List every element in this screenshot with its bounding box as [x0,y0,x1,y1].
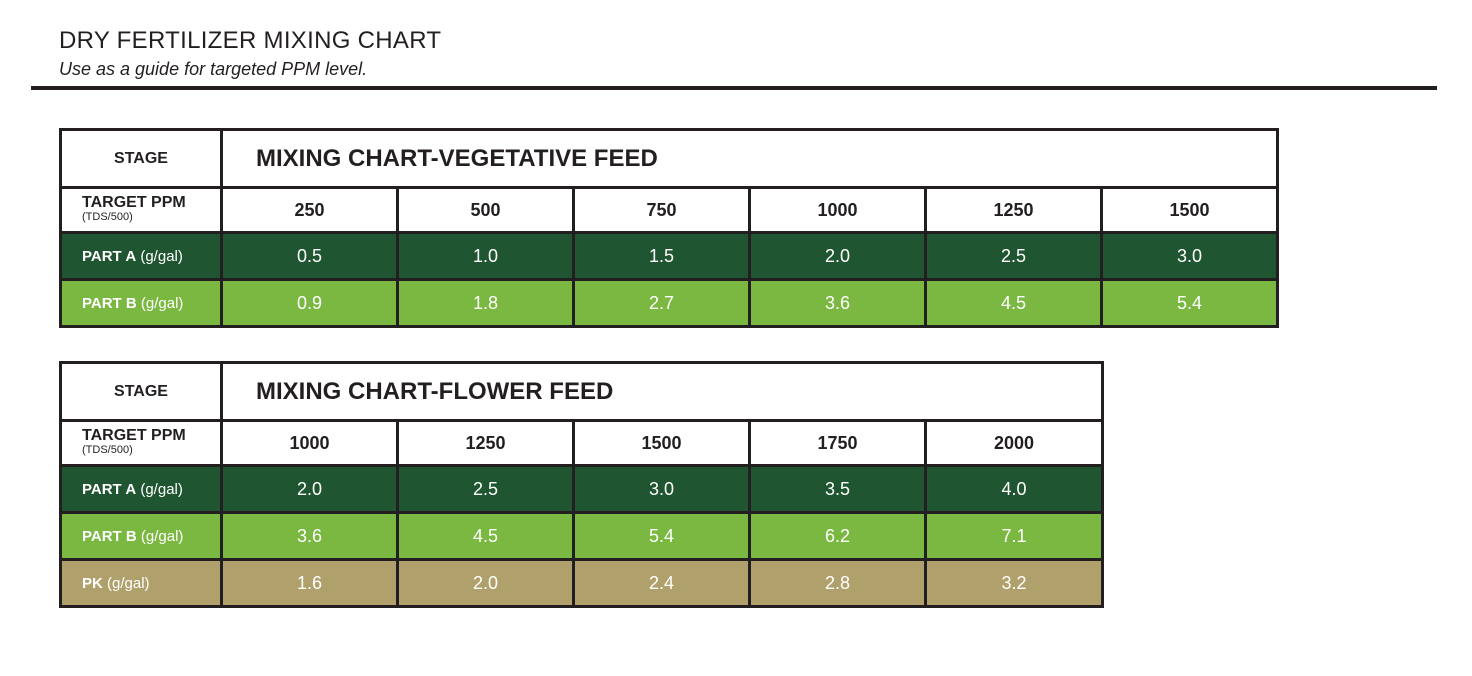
row-label-name: PART B [82,294,137,312]
ppm-value-cell: 750 [572,186,751,234]
row-label-name: PART A [82,247,137,265]
value-cell: 3.2 [923,558,1105,608]
vegetative-feed-table: STAGE MIXING CHART-VEGETATIVE FEED TARGE… [59,128,1279,328]
value-cell: 4.0 [923,464,1105,514]
value-cell: 2.4 [572,558,751,608]
part-a-row: PART A (g/gal) 0.5 1.0 1.5 2.0 2.5 3.0 [59,231,1279,281]
value-cell: 2.8 [748,558,927,608]
stage-label: STAGE [59,361,223,422]
ppm-value-cell: 1500 [1100,186,1279,234]
vegetative-chart-title: MIXING CHART-VEGETATIVE FEED [220,128,1279,189]
header-divider [31,86,1437,90]
value-cell: 7.1 [923,511,1105,561]
value-cell: 5.4 [572,511,751,561]
value-cell: 3.0 [572,464,751,514]
target-ppm-text: TARGET PPM [82,427,186,444]
target-ppm-text: TARGET PPM [82,194,186,211]
row-label-name: PK [82,574,103,592]
row-label: PART A (g/gal) [59,231,223,281]
value-cell: 1.8 [396,278,575,328]
value-cell: 1.5 [572,231,751,281]
row-label: PART A (g/gal) [59,464,223,514]
stage-label: STAGE [59,128,223,189]
row-label-name: PART B [82,527,137,545]
value-cell: 1.0 [396,231,575,281]
target-ppm-row: TARGET PPM (TDS/500) 250 500 750 1000 1250 15… [59,186,1279,234]
row-label: PART B (g/gal) [59,278,223,328]
row-label-unit: (g/gal) [140,527,184,545]
row-label-unit: (g/gal) [140,294,184,312]
value-cell: 5.4 [1100,278,1279,328]
value-cell: 0.5 [220,231,399,281]
flower-feed-table: STAGE MIXING CHART-FLOWER FEED TARGET PP… [59,361,1105,608]
document-title: DRY FERTILIZER MIXING CHART [59,27,442,54]
value-cell: 0.9 [220,278,399,328]
ppm-value-cell: 1250 [924,186,1103,234]
ppm-value-cell: 1000 [220,419,399,467]
value-cell: 3.6 [748,278,927,328]
ppm-value-cell: 1250 [396,419,575,467]
value-cell: 2.0 [748,231,927,281]
value-cell: 2.0 [220,464,399,514]
ppm-value-cell: 500 [396,186,575,234]
target-ppm-subtext: (TDS/500) [82,211,133,223]
row-label-unit: (g/gal) [140,480,183,498]
ppm-value-cell: 1000 [748,186,927,234]
pk-row: PK (g/gal) 1.6 2.0 2.4 2.8 3.2 [59,558,1105,608]
part-b-row: PART B (g/gal) 3.6 4.5 5.4 6.2 7.1 [59,511,1105,561]
ppm-value-cell: 1750 [748,419,927,467]
target-ppm-row: TARGET PPM (TDS/500) 1000 1250 1500 1750 200… [59,419,1105,467]
value-cell: 4.5 [396,511,575,561]
target-ppm-label: TARGET PPM (TDS/500) [59,419,223,467]
value-cell: 3.5 [748,464,927,514]
document-subtitle: Use as a guide for targeted PPM level. [59,59,368,79]
row-label-unit: (g/gal) [107,574,150,592]
value-cell: 3.6 [220,511,399,561]
row-label: PART B (g/gal) [59,511,223,561]
target-ppm-subtext: (TDS/500) [82,444,133,456]
ppm-value-cell: 2000 [923,419,1105,467]
row-label-unit: (g/gal) [140,247,183,265]
value-cell: 3.0 [1100,231,1279,281]
row-label-name: PART A [82,480,137,498]
value-cell: 1.6 [220,558,399,608]
flower-chart-title: MIXING CHART-FLOWER FEED [219,361,1105,422]
target-ppm-label: TARGET PPM (TDS/500) [59,186,223,234]
row-label: PK (g/gal) [59,558,223,608]
value-cell: 2.5 [396,464,575,514]
ppm-value-cell: 1500 [572,419,751,467]
value-cell: 2.7 [572,278,751,328]
value-cell: 4.5 [924,278,1103,328]
part-a-row: PART A (g/gal) 2.0 2.5 3.0 3.5 4.0 [59,464,1105,514]
value-cell: 2.0 [396,558,575,608]
ppm-value-cell: 250 [220,186,399,234]
part-b-row: PART B (g/gal) 0.9 1.8 2.7 3.6 4.5 5.4 [59,278,1279,328]
value-cell: 6.2 [748,511,927,561]
value-cell: 2.5 [924,231,1103,281]
